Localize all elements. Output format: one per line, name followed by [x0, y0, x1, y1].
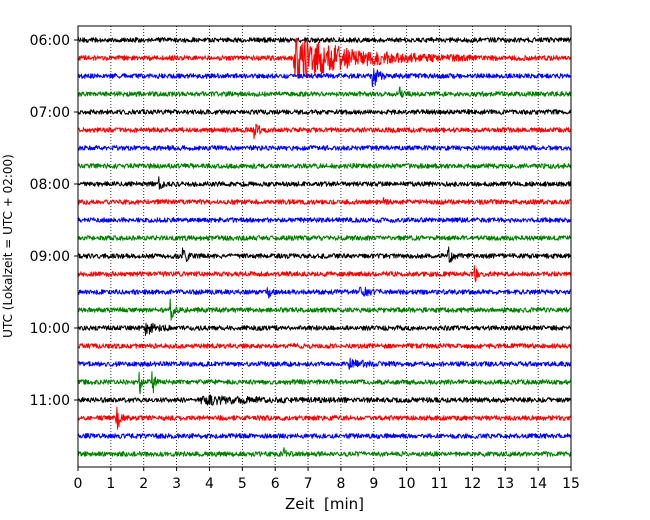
x-tick-label: 15 [562, 476, 580, 492]
trace-0815 [77, 197, 572, 205]
trace-1015 [77, 343, 572, 349]
x-tick-label: 3 [172, 476, 181, 492]
trace-1030 [77, 357, 572, 370]
x-tick-label: 2 [139, 476, 148, 492]
trace-0700 [77, 109, 572, 115]
y-tick-label: 06:00 [30, 33, 70, 49]
y-tick-label: 07:00 [30, 105, 70, 121]
trace-1100 [77, 394, 572, 406]
x-tick-label: 14 [529, 476, 547, 492]
trace-0615 [77, 37, 572, 79]
trace-0930 [77, 286, 572, 299]
x-tick-label: 9 [369, 476, 378, 492]
x-tick-label: 4 [205, 476, 214, 492]
x-tick-label: 0 [74, 476, 83, 492]
x-axis-label: Zeit [min] [285, 495, 364, 513]
x-axis-ticks: 0 1 2 3 4 5 6 7 8 9 10 11 12 13 14 15 [74, 467, 580, 492]
x-tick-label: 10 [398, 476, 416, 492]
y-tick-label: 09:00 [30, 249, 70, 265]
x-tick-label: 7 [304, 476, 313, 492]
y-tick-label: 08:00 [30, 177, 70, 193]
trace-0730 [77, 145, 572, 151]
y-tick-label: 11:00 [30, 393, 70, 409]
x-tick-label: 11 [431, 476, 449, 492]
seismic-traces [77, 37, 572, 457]
trace-1130 [77, 433, 572, 439]
x-tick-label: 12 [463, 476, 481, 492]
plot-area-frame [77, 25, 572, 468]
x-tick-label: 6 [271, 476, 280, 492]
trace-0900 [77, 246, 572, 263]
trace-1045 [77, 371, 572, 395]
x-tick-label: 5 [238, 476, 247, 492]
trace-0630 [77, 68, 572, 88]
y-tick-label: 10:00 [30, 321, 70, 337]
trace-0845 [77, 235, 572, 241]
x-tick-label: 13 [496, 476, 514, 492]
x-tick-label: 1 [106, 476, 115, 492]
trace-0915 [77, 265, 572, 283]
y-axis-ticks: 06:00 07:00 08:00 09:00 10:00 11:00 [30, 33, 78, 409]
trace-0745 [77, 163, 572, 169]
trace-0715 [77, 123, 572, 140]
trace-0645 [77, 86, 572, 98]
y-axis-label: UTC (Lokalzeit = UTC + 02:00) [1, 154, 15, 338]
trace-0945 [77, 298, 572, 321]
trace-0800 [77, 176, 572, 190]
x-tick-label: 8 [336, 476, 345, 492]
trace-0600 [77, 37, 572, 43]
trace-1000 [77, 322, 572, 336]
trace-0830 [77, 217, 572, 223]
trace-1115 [77, 406, 572, 430]
trace-1145 [77, 447, 572, 457]
